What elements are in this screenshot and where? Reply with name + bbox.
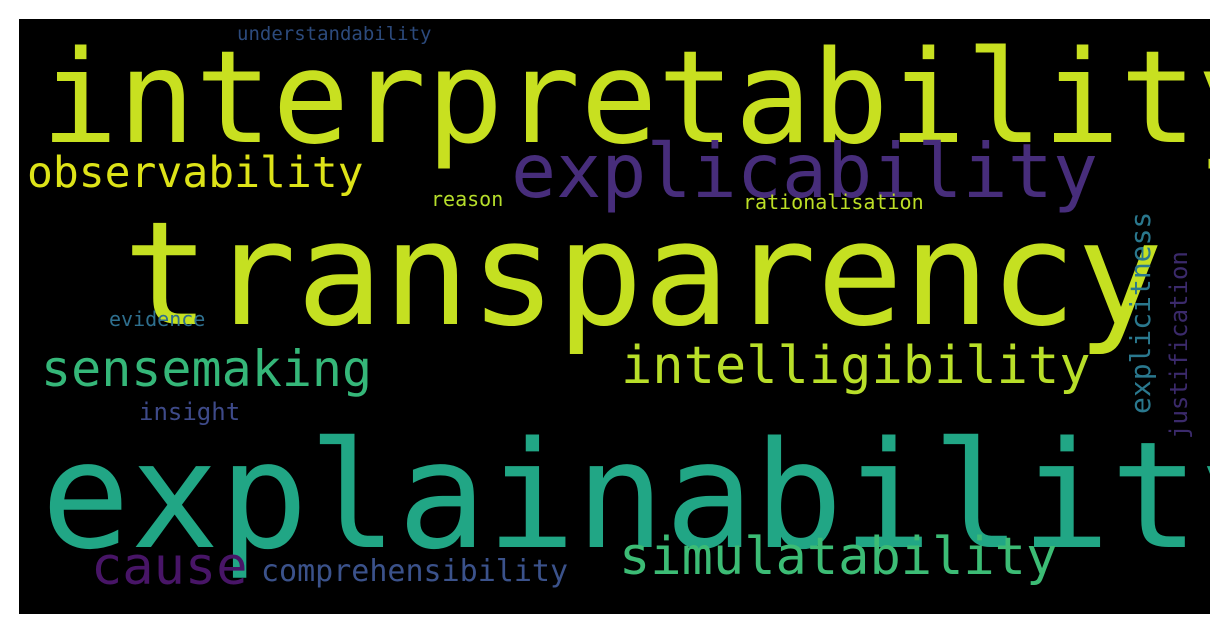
word-interpretability: interpretability [41,24,1210,173]
word-sensemaking: sensemaking [41,340,373,398]
word-explainability: explainability [41,410,1210,582]
word-explicitness: explicitness [1124,211,1157,414]
word-intelligibility: intelligibility [621,336,1091,396]
word-cause: cause [91,537,248,597]
word-understandability: understandability [237,23,432,45]
word-justification: justification [1165,251,1193,439]
word-insight: insight [139,398,241,426]
word-rationalisation: rationalisation [743,190,924,214]
word-explicability: explicability [511,127,1098,215]
word-simulatability: simulatability [619,527,1058,587]
word-observability: observability [27,148,364,198]
word-reason: reason [431,187,504,211]
word-comprehensibility: comprehensibility [261,554,569,589]
word-transparency: transparency [123,190,1164,358]
word-evidence: evidence [109,307,206,331]
word-cloud: interpretability transparency explainabi… [19,19,1210,614]
